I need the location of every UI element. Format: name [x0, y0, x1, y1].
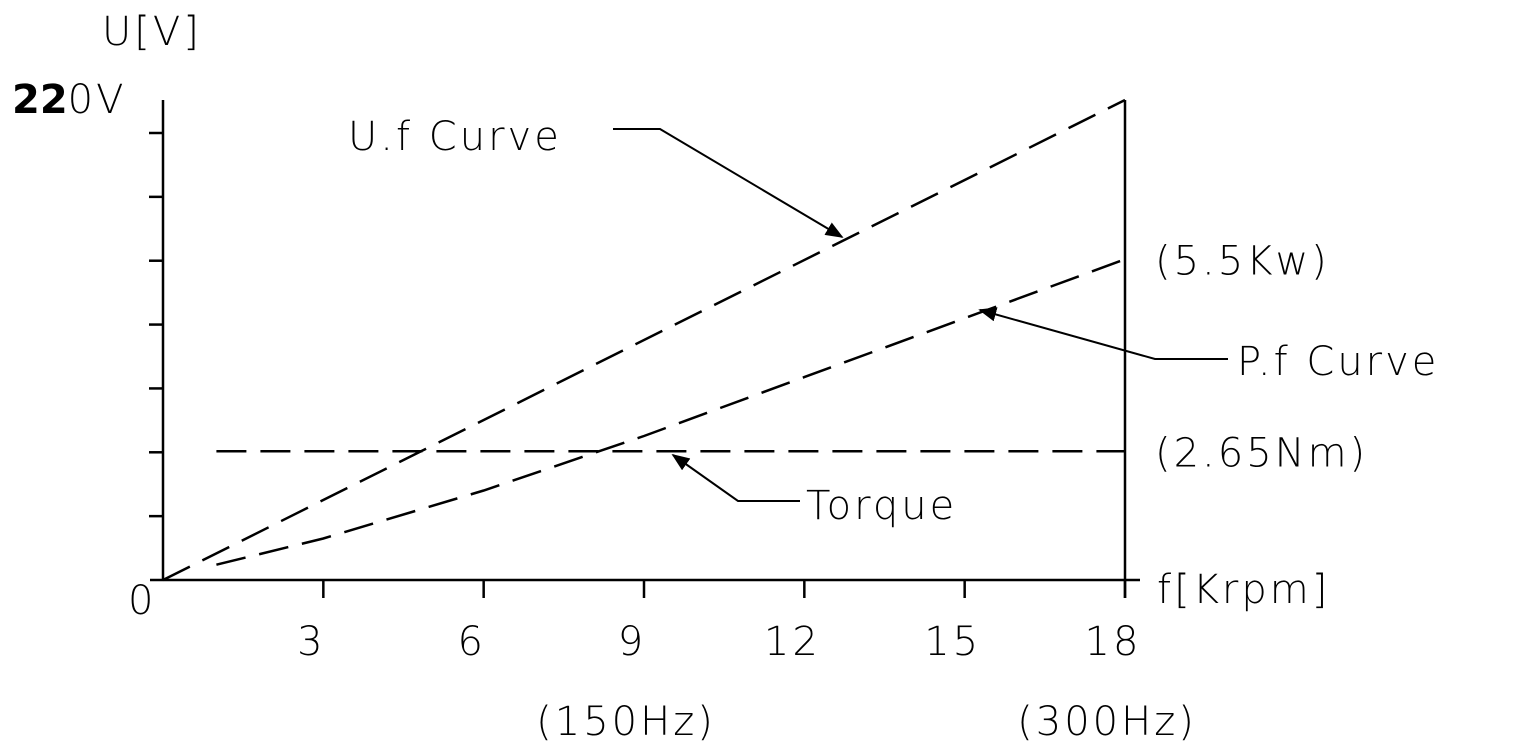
torque-leader: [671, 453, 800, 502]
x-tick-label: 15: [924, 619, 981, 665]
uf-curve-annotation: U.f Curve: [348, 114, 562, 160]
x-tick-label: 18: [1085, 619, 1142, 665]
right-axis-label: (5.5Kw): [1155, 238, 1330, 284]
x-tick-label: 9: [618, 619, 646, 665]
frequency-labels: (150Hz) (300Hz): [536, 699, 1197, 745]
y-max-label-rest: 0V: [68, 77, 127, 123]
y-max-label: 220V: [12, 77, 126, 123]
pf-curve-annotation: P.f Curve: [1237, 339, 1439, 385]
right-axis-label: (2.65Nm): [1155, 430, 1368, 476]
y-axis-title: U[V]: [102, 9, 202, 55]
y-max-label-bold: 22: [12, 77, 68, 123]
series-line: [216, 258, 1126, 566]
torque-annotation: Torque: [806, 483, 957, 529]
x-tick-label: 12: [764, 619, 821, 665]
right-axis-labels: (5.5Kw) (2.65Nm): [1155, 238, 1368, 476]
x-ticks: [322, 580, 1127, 598]
x-axis-title: f[Krpm]: [1157, 567, 1330, 613]
series-line: [162, 98, 1126, 582]
frequency-label: (300Hz): [1017, 699, 1197, 745]
pf-curve-leader: [978, 307, 1228, 360]
y-ticks: [149, 131, 163, 518]
frequency-label: (150Hz): [536, 699, 716, 745]
series-lines: [162, 98, 1126, 582]
x-tick-label: 6: [457, 619, 485, 665]
x-tick-labels: 3 6 9 12 15 18: [297, 619, 1142, 665]
uf-curve-leader: [613, 128, 844, 238]
origin-label: 0: [128, 578, 156, 624]
x-tick-label: 3: [297, 619, 325, 665]
